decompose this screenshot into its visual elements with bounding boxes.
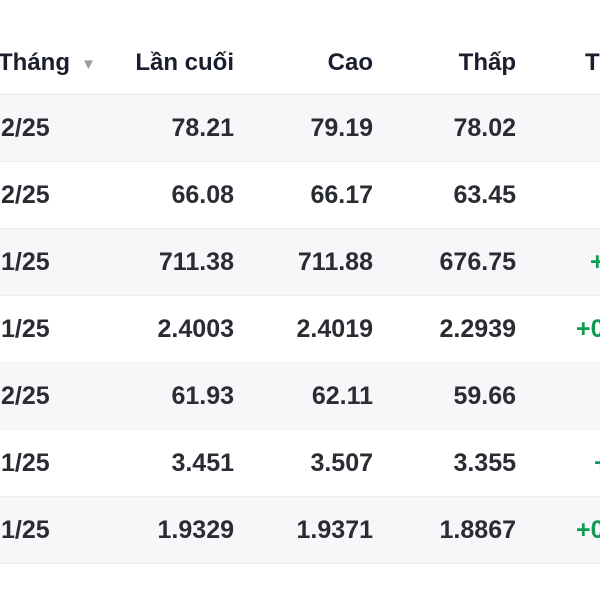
table-row[interactable]: 1/25 3.451 3.507 3.355 + (0, 430, 600, 497)
cell-high: 3.507 (310, 448, 373, 477)
column-header-month[interactable]: Tháng ▼ (0, 51, 96, 75)
table-body: 2/25 78.21 79.19 78.02 2/25 66.08 66.17 … (0, 95, 600, 564)
cell-low: 63.45 (453, 180, 516, 209)
cell-month: 2/25 (1, 180, 50, 209)
cell-high: 62.11 (311, 381, 373, 410)
table-row[interactable]: 1/25 1.9329 1.9371 1.8867 +0 (0, 497, 600, 564)
cell-last: 61.93 (171, 381, 234, 410)
cell-month: 1/25 (1, 448, 50, 477)
column-header-low[interactable]: Thấp (458, 49, 516, 76)
cell-high: 1.9371 (296, 515, 373, 544)
column-header-high[interactable]: Cao (327, 49, 373, 76)
cell-high: 66.17 (310, 180, 373, 209)
cell-low: 59.66 (453, 381, 516, 410)
cell-month: 2/25 (1, 381, 50, 410)
cell-low: 3.355 (453, 448, 516, 477)
cell-last: 3.451 (171, 448, 234, 477)
table-row[interactable]: 2/25 78.21 79.19 78.02 (0, 95, 600, 162)
cell-last: 1.9329 (157, 515, 234, 544)
cell-low: 676.75 (439, 247, 516, 276)
column-header-month-label: Tháng (0, 49, 70, 76)
table-row[interactable]: 1/25 711.38 711.88 676.75 + (0, 229, 600, 296)
cell-month: 1/25 (1, 515, 50, 544)
cell-last: 66.08 (171, 180, 234, 209)
cell-last: 2.4003 (157, 314, 234, 343)
table-row[interactable]: 1/25 2.4003 2.4019 2.2939 +0 (0, 296, 600, 363)
cell-low: 78.02 (453, 113, 516, 142)
cell-change: +0 (576, 314, 600, 343)
cell-low: 2.2939 (439, 314, 516, 343)
cell-month: 1/25 (1, 247, 50, 276)
table-row[interactable]: 2/25 61.93 62.11 59.66 (0, 363, 600, 430)
cell-high: 711.88 (297, 247, 373, 276)
cell-month: 2/25 (1, 113, 50, 142)
cell-high: 2.4019 (296, 314, 373, 343)
cell-low: 1.8867 (439, 515, 516, 544)
cell-change: +0 (576, 515, 600, 544)
cell-last: 711.38 (158, 247, 234, 276)
table-row[interactable]: 2/25 66.08 66.17 63.45 (0, 162, 600, 229)
table-header: Tháng ▼ Lần cuối Cao Thấp T (0, 0, 600, 95)
sort-descending-icon: ▼ (81, 55, 96, 73)
cell-month: 1/25 (1, 314, 50, 343)
column-header-last[interactable]: Lần cuối (135, 49, 234, 76)
cell-change: + (516, 450, 600, 476)
column-header-change[interactable]: T (585, 49, 600, 76)
cell-change: + (590, 247, 600, 276)
cell-last: 78.21 (171, 113, 234, 142)
cell-high: 79.19 (310, 113, 373, 142)
